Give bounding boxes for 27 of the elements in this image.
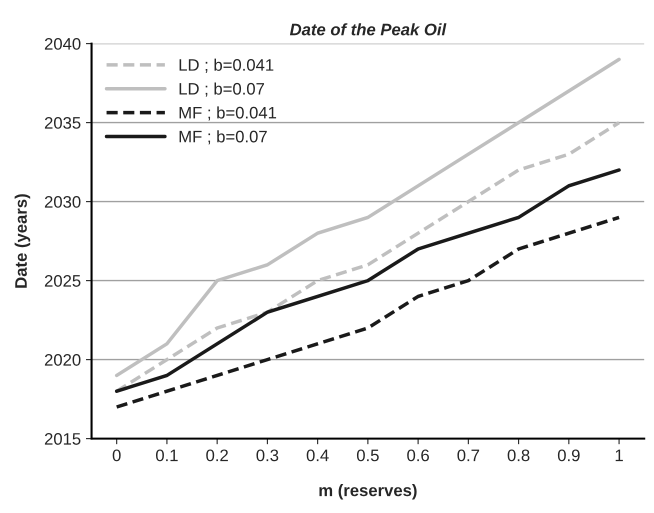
line-series xyxy=(114,216,621,409)
y-tick-label: 2030 xyxy=(44,196,80,208)
y-tick-label: 2035 xyxy=(44,117,80,129)
y-tick-label: 2040 xyxy=(44,38,80,50)
legend-label: LD ; b=0.07 xyxy=(180,82,264,97)
legend-label: LD ; b=0.041 xyxy=(180,58,274,73)
x-axis-title: m (reserves) xyxy=(319,484,417,500)
x-tick-label: 0.6 xyxy=(407,449,429,462)
x-tick-label: 0.9 xyxy=(558,449,580,462)
legend-label: MF ; b=0.041 xyxy=(180,106,276,121)
x-tick-label: 0.7 xyxy=(457,449,480,462)
x-tick-label: 0.4 xyxy=(306,449,329,462)
chart-title: Date of the Peak Oil xyxy=(290,23,446,36)
y-tick-label: 2015 xyxy=(44,433,80,445)
y-tick-label: 2020 xyxy=(44,354,80,366)
x-tick-label: 0.3 xyxy=(256,449,278,462)
x-tick-label: 0.1 xyxy=(156,449,178,462)
x-tick-label: 1 xyxy=(616,450,623,462)
y-tick-label: 2025 xyxy=(44,275,80,287)
x-tick-label: 0 xyxy=(112,449,121,462)
x-tick-label: 0.5 xyxy=(356,449,379,462)
line-series xyxy=(114,168,621,393)
x-tick-label: 0.8 xyxy=(508,449,530,462)
line-series xyxy=(114,58,621,378)
legend-label: MF ; b=0.07 xyxy=(180,130,267,144)
x-tick-label: 0.2 xyxy=(206,449,228,462)
y-axis-title: Date (years) xyxy=(14,194,30,288)
